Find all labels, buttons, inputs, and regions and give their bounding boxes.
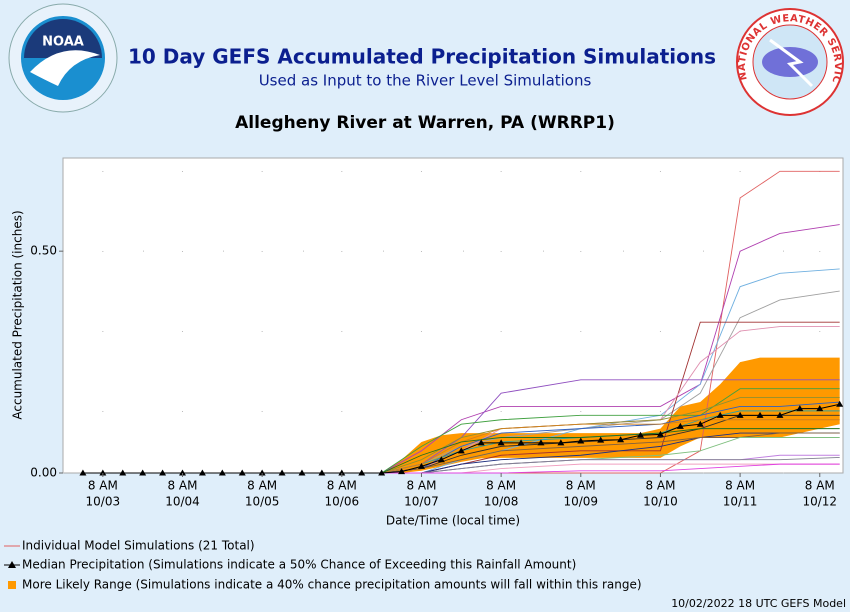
median-marker bbox=[597, 436, 605, 443]
simulation-line bbox=[82, 388, 840, 474]
median-marker bbox=[398, 468, 406, 475]
y-tick-label: 0.00 bbox=[30, 466, 57, 480]
nws-bolt bbox=[769, 38, 814, 88]
median-marker bbox=[139, 469, 147, 476]
x-tick-label: 8 AM bbox=[88, 479, 118, 493]
median-marker bbox=[816, 405, 824, 412]
likely-range bbox=[381, 357, 840, 473]
median-marker bbox=[517, 439, 525, 446]
median-marker bbox=[159, 469, 167, 476]
noaa-logo: NOAA bbox=[8, 3, 118, 113]
legend-label: More Likely Range (Simulations indicate … bbox=[22, 578, 642, 592]
x-tick-label: 10/09 bbox=[563, 495, 598, 509]
median-marker bbox=[716, 411, 724, 418]
median-marker bbox=[218, 469, 226, 476]
chart-title: 10 Day GEFS Accumulated Precipitation Si… bbox=[128, 45, 716, 69]
median-marker bbox=[358, 469, 366, 476]
median-marker bbox=[656, 430, 664, 437]
x-tick-label: 10/07 bbox=[404, 495, 439, 509]
median-marker bbox=[119, 469, 127, 476]
median-marker bbox=[696, 420, 704, 427]
median-marker bbox=[676, 422, 684, 429]
median-marker bbox=[756, 411, 764, 418]
x-axis-label: Date/Time (local time) bbox=[386, 514, 520, 528]
median-marker bbox=[557, 439, 565, 446]
median-marker bbox=[577, 437, 585, 444]
median-marker bbox=[378, 469, 386, 476]
median-marker bbox=[417, 462, 425, 469]
median-marker bbox=[278, 469, 286, 476]
x-tick-label: 8 AM bbox=[327, 479, 357, 493]
median-marker bbox=[497, 439, 505, 446]
simulation-line bbox=[82, 419, 840, 474]
legend-label: Individual Model Simulations (21 Total) bbox=[22, 539, 255, 553]
median-marker bbox=[238, 469, 246, 476]
x-tick-label: 10/05 bbox=[245, 495, 280, 509]
x-tick-label: 10/03 bbox=[86, 495, 121, 509]
median-marker bbox=[178, 469, 186, 476]
x-tick-label: 10/06 bbox=[325, 495, 360, 509]
x-tick-label: 8 AM bbox=[247, 479, 277, 493]
median-marker bbox=[298, 469, 306, 476]
x-tick-label: 8 AM bbox=[566, 479, 596, 493]
median-marker bbox=[79, 469, 87, 476]
median-marker bbox=[637, 431, 645, 438]
x-tick-label: 8 AM bbox=[167, 479, 197, 493]
simulation-line bbox=[82, 224, 840, 474]
median-marker bbox=[776, 411, 784, 418]
legend-swatch bbox=[8, 581, 16, 589]
nws-cloud bbox=[762, 47, 818, 77]
footer: 10/02/2022 18 UTC GEFS Model bbox=[671, 597, 846, 610]
x-tick-label: 10/11 bbox=[723, 495, 758, 509]
x-tick-label: 10/10 bbox=[643, 495, 678, 509]
simulation-line bbox=[82, 428, 840, 474]
y-axis-label: Accumulated Precipitation (inches) bbox=[11, 210, 25, 419]
legend-label: Median Precipitation (Simulations indica… bbox=[22, 558, 576, 572]
median-marker bbox=[198, 469, 206, 476]
data-layer bbox=[63, 158, 844, 476]
y-tick-label: 0.50 bbox=[30, 244, 57, 258]
median-marker bbox=[796, 405, 804, 412]
median-marker bbox=[836, 400, 844, 407]
x-tick-label: 8 AM bbox=[486, 479, 516, 493]
x-tick-label: 10/04 bbox=[165, 495, 200, 509]
x-tick-label: 10/12 bbox=[802, 495, 837, 509]
noaa-bird bbox=[30, 50, 100, 86]
legend-swatch bbox=[8, 561, 16, 568]
chart-subtitle: Used as Input to the River Level Simulat… bbox=[259, 72, 592, 90]
median-marker bbox=[99, 469, 107, 476]
median-marker bbox=[537, 439, 545, 446]
x-tick-label: 8 AM bbox=[406, 479, 436, 493]
noaa-top bbox=[24, 19, 102, 58]
median-marker bbox=[477, 439, 485, 446]
median-marker bbox=[437, 456, 445, 463]
median-marker bbox=[617, 436, 625, 443]
x-tick-label: 10/08 bbox=[484, 495, 519, 509]
median-marker bbox=[457, 447, 465, 454]
median-marker bbox=[338, 469, 346, 476]
median-marker bbox=[736, 411, 744, 418]
x-tick-label: 8 AM bbox=[805, 479, 835, 493]
x-tick-label: 8 AM bbox=[645, 479, 675, 493]
station-name: Allegheny River at Warren, PA (WRRP1) bbox=[235, 113, 615, 133]
median-marker bbox=[258, 469, 266, 476]
x-tick-label: 8 AM bbox=[725, 479, 755, 493]
median-marker bbox=[318, 469, 326, 476]
noaa-text: NOAA bbox=[42, 35, 84, 50]
simulation-line bbox=[82, 463, 840, 474]
